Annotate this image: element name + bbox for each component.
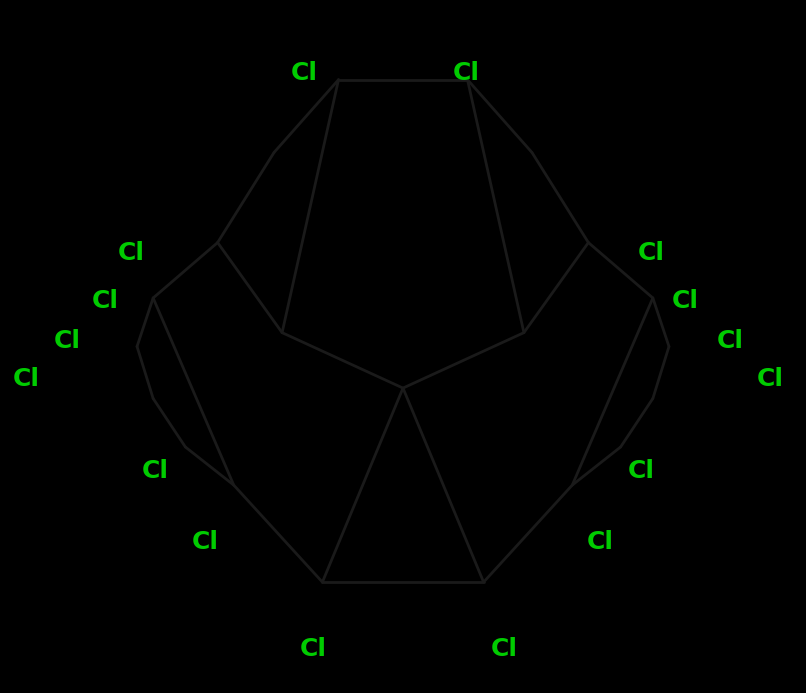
Text: Cl: Cl (671, 290, 699, 313)
Text: Cl: Cl (587, 530, 614, 554)
Text: Cl: Cl (53, 329, 81, 353)
Text: Cl: Cl (91, 290, 118, 313)
Text: Cl: Cl (300, 638, 327, 661)
Text: Cl: Cl (192, 530, 219, 554)
Text: Cl: Cl (452, 61, 480, 85)
Text: Cl: Cl (13, 367, 40, 391)
Text: Cl: Cl (638, 241, 665, 265)
Text: Cl: Cl (717, 329, 744, 353)
Text: Cl: Cl (291, 61, 318, 85)
Text: Cl: Cl (118, 241, 145, 265)
Text: Cl: Cl (627, 459, 654, 483)
Text: Cl: Cl (757, 367, 784, 391)
Text: Cl: Cl (491, 638, 518, 661)
Text: Cl: Cl (142, 459, 169, 483)
